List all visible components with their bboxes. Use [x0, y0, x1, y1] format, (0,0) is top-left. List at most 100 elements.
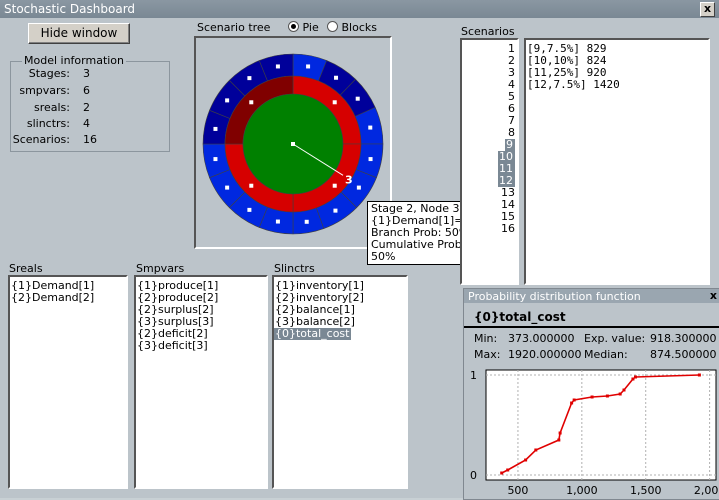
list-item[interactable]: {2}Demand[2]: [11, 291, 95, 304]
list-item[interactable]: 6: [508, 102, 515, 115]
cdf-point: [506, 468, 510, 472]
list-item[interactable]: 4: [508, 78, 515, 91]
node-marker: [275, 219, 280, 224]
y-tick-label: 1: [470, 369, 477, 382]
list-item[interactable]: {2}balance[1]: [275, 303, 355, 316]
list-item[interactable]: {2}deficit[2]: [137, 327, 208, 340]
list-item[interactable]: 5: [508, 90, 515, 103]
node-marker: [275, 64, 280, 69]
list-item[interactable]: {3}deficit[3]: [137, 339, 208, 352]
tooltip-line: Cumulative Prob: 50%: [371, 238, 466, 263]
list-item[interactable]: [9,7.5%] 829: [527, 42, 607, 55]
model-info-value: 4: [83, 117, 90, 130]
model-info-label: slinctrs:: [26, 117, 70, 130]
list-item[interactable]: {2}inventory[2]: [275, 291, 364, 304]
cdf-point: [622, 388, 626, 392]
list-item[interactable]: {1}produce[1]: [137, 279, 219, 292]
pdf-median-label: Median:: [584, 348, 628, 361]
blocks-radio-dot[interactable]: [327, 21, 338, 32]
list-item[interactable]: 10: [498, 150, 515, 163]
pie-radio-label: Pie: [302, 21, 319, 34]
cdf-point: [618, 392, 622, 396]
list-item[interactable]: {1}Demand[1]: [11, 279, 95, 292]
node-marker: [225, 185, 230, 190]
list-item[interactable]: 13: [501, 186, 515, 199]
list-item[interactable]: 14: [501, 198, 515, 211]
selection-line: [292, 143, 344, 176]
cdf-point: [697, 373, 701, 377]
list-item[interactable]: {0}total_cost: [274, 327, 352, 340]
list-item[interactable]: 15: [501, 210, 515, 223]
node-marker: [356, 185, 361, 190]
node-marker: [333, 208, 338, 213]
pie-radio[interactable]: Pie: [288, 21, 319, 34]
list-item[interactable]: {1}inventory[1]: [275, 279, 364, 292]
scenario-tree-pie[interactable]: 3: [196, 38, 390, 247]
list-item[interactable]: 1: [508, 42, 515, 55]
cdf-chart: 500 1,000 1,500 2,000 0 1: [470, 369, 719, 497]
list-item[interactable]: 16: [501, 222, 515, 235]
cdf-point: [557, 438, 561, 442]
slinctrs-list[interactable]: {1}inventory[1] {2}inventory[2] {2}balance…: [272, 275, 408, 489]
slinctrs-label: Slinctrs: [274, 262, 315, 275]
model-info-label: smpvars:: [19, 84, 70, 97]
x-tick-label: 2,000: [694, 484, 719, 497]
list-item[interactable]: 9: [505, 138, 515, 151]
smpvars-list[interactable]: {1}produce[1] {2}produce[2] {2}surplus[2]{…: [134, 275, 268, 489]
list-item[interactable]: 12: [498, 174, 515, 187]
tooltip-line: Stage 2, Node 3: [371, 202, 460, 215]
scenario-tree-label: Scenario tree: [197, 21, 271, 34]
scenario-number-list[interactable]: 1 2 3 4 5 6 7 8 9 10 11 12 13 14 15 16: [460, 38, 519, 285]
x-tick-label: 1,000: [566, 484, 598, 497]
cdf-point: [631, 377, 635, 381]
pdf-variable-name: {0}total_cost: [474, 310, 566, 324]
list-item[interactable]: [10,10%] 824: [527, 54, 607, 67]
node-marker: [368, 157, 373, 162]
hide-window-button[interactable]: Hide window: [28, 23, 130, 44]
list-item[interactable]: 8: [508, 126, 515, 139]
pdf-title: Probability distribution function: [468, 290, 641, 303]
node-marker: [304, 219, 309, 224]
cdf-point: [558, 431, 562, 435]
cdf-point: [572, 398, 576, 402]
list-item[interactable]: {3}surplus[3]: [137, 315, 214, 328]
list-item[interactable]: 11: [498, 162, 515, 175]
node-marker: [247, 76, 252, 81]
model-info-label: sreals:: [33, 101, 70, 114]
model-info-value: 16: [83, 133, 97, 146]
pdf-exp-value: 918.300000: [650, 332, 717, 345]
scenario-tree-canvas[interactable]: 3: [194, 36, 392, 249]
cdf-point: [590, 395, 594, 399]
node-marker: [247, 207, 252, 212]
node-marker: [213, 126, 218, 131]
list-item[interactable]: 7: [508, 114, 515, 127]
node-marker: [249, 100, 254, 105]
list-item[interactable]: 2: [508, 54, 515, 67]
sreals-label: Sreals: [9, 262, 43, 275]
list-item[interactable]: [11,25%] 920: [527, 66, 607, 79]
node-marker: [213, 157, 218, 162]
pdf-divider: [464, 326, 719, 328]
model-info-label: Scenarios:: [12, 133, 70, 146]
cdf-point: [534, 448, 538, 452]
y-tick-label: 0: [470, 469, 477, 482]
node-marker: [332, 183, 337, 188]
pdf-title-bar: Probability distribution function x: [464, 289, 719, 303]
smpvars-label: Smpvars: [136, 262, 185, 275]
list-item[interactable]: {2}surplus[2]: [137, 303, 214, 316]
list-item[interactable]: [12,7.5%] 1420: [527, 78, 620, 91]
sreals-list[interactable]: {1}Demand[1] {2}Demand[2]: [8, 275, 128, 489]
list-item[interactable]: 3: [508, 66, 515, 79]
scenario-details-list[interactable]: [9,7.5%] 829 [10,10%] 824 [11,25%] 920 [12,…: [524, 38, 710, 285]
window-title: Stochastic Dashboard: [4, 2, 136, 16]
model-info-label: Stages:: [28, 67, 70, 80]
pdf-min-label: Min:: [474, 332, 498, 345]
list-item[interactable]: {3}balance[2]: [275, 315, 355, 328]
pie-radio-dot[interactable]: [288, 21, 299, 32]
model-info-value: 6: [83, 84, 90, 97]
list-item[interactable]: {2}produce[2]: [137, 291, 219, 304]
blocks-radio[interactable]: Blocks: [327, 21, 377, 34]
pdf-close-button[interactable]: x: [709, 289, 717, 302]
close-window-button[interactable]: x: [700, 2, 715, 17]
